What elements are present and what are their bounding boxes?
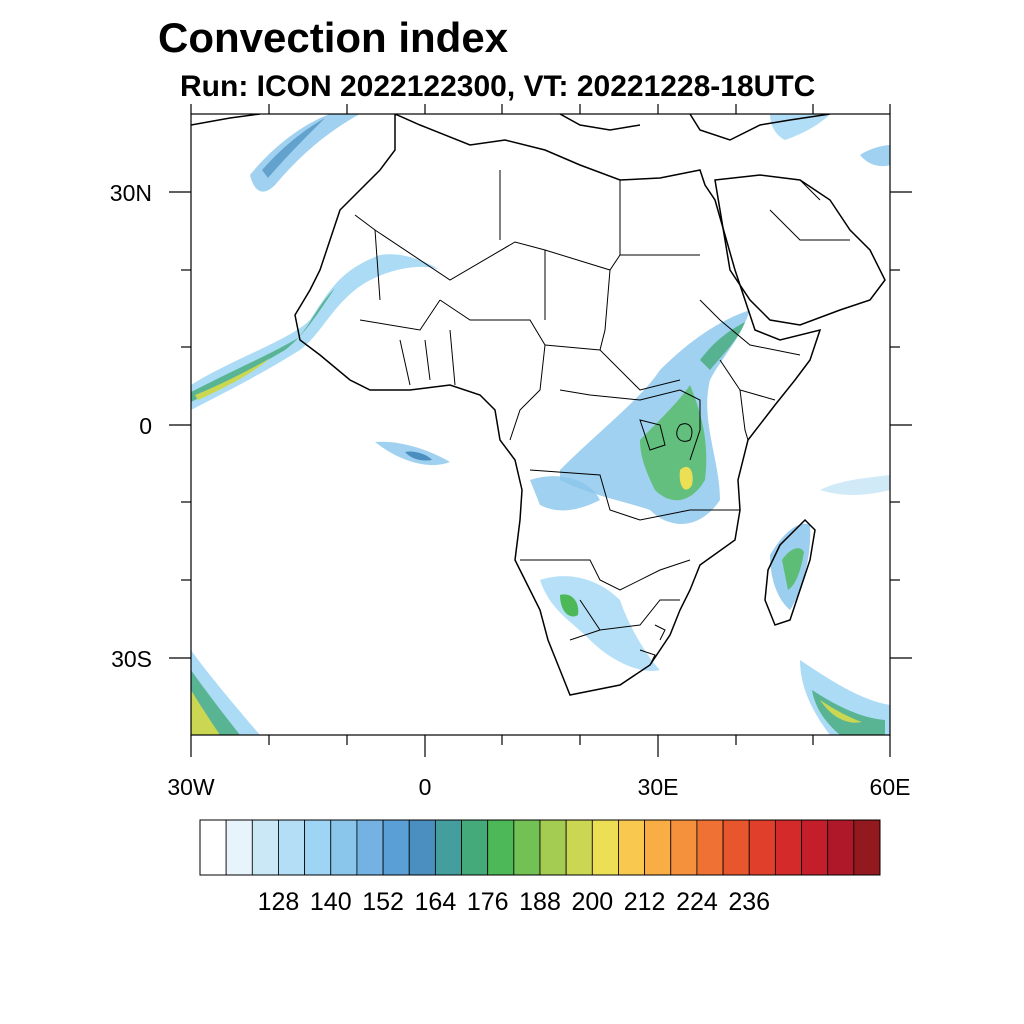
colorbar-swatch — [408, 819, 436, 876]
colorbar-swatch — [565, 819, 593, 876]
europe-coastline — [191, 114, 831, 141]
colorbar-outline — [199, 819, 881, 876]
colorbar-swatch — [330, 819, 358, 876]
colorbar-swatch — [748, 819, 776, 876]
colorbar-tick-label: 236 — [728, 888, 771, 916]
colorbar-swatch — [434, 819, 462, 876]
lat-label-30s: 30S — [111, 646, 152, 672]
colorbar-swatch — [827, 819, 855, 876]
colorbar-swatch — [461, 819, 489, 876]
lon-label-30w: 30W — [167, 774, 215, 800]
lat-label-30n: 30N — [109, 180, 152, 206]
colorbar-tick-label: 188 — [519, 888, 561, 916]
axis-ticks — [169, 104, 912, 757]
colorbar-swatch — [539, 819, 567, 876]
colorbar — [199, 819, 881, 876]
colorbar-swatch — [199, 819, 227, 876]
map-subtitle: Run: ICON 2022122300, VT: 20221228-18UTC — [180, 70, 816, 103]
convection-area-north-atlantic — [250, 114, 360, 192]
country-borders — [354, 170, 850, 666]
lon-label-0: 0 — [418, 774, 432, 800]
convection-field — [191, 114, 890, 735]
colorbar-swatch — [513, 819, 541, 876]
convection-area-indian-ocean — [800, 660, 890, 735]
lat-label-0: 0 — [139, 413, 152, 439]
colorbar-tick-label: 176 — [466, 888, 509, 916]
lon-label-60e: 60E — [869, 774, 911, 800]
map-frame — [190, 113, 891, 736]
colorbar-swatch — [356, 819, 384, 876]
convection-area-southern-africa — [530, 476, 600, 511]
colorbar-swatch — [382, 819, 410, 876]
coastlines — [191, 114, 886, 696]
colorbar-swatch — [722, 819, 750, 876]
colorbar-swatch — [801, 819, 829, 876]
colorbar-swatch — [670, 819, 698, 876]
colorbar-tick-label: 140 — [309, 888, 352, 916]
colorbar-tick-label: 152 — [362, 888, 404, 916]
colorbar-swatch — [487, 819, 515, 876]
colorbar-tick-label: 128 — [257, 888, 300, 916]
colorbar-swatch — [591, 819, 619, 876]
lon-label-30e: 30E — [637, 774, 679, 800]
colorbar-swatch — [225, 819, 253, 876]
colorbar-swatch — [618, 819, 646, 876]
colorbar-swatch — [304, 819, 332, 876]
arabia-coastline — [714, 174, 886, 326]
colorbar-tick-label: 224 — [676, 888, 718, 916]
colorbar-swatch — [278, 819, 306, 876]
map-title: Convection index — [158, 14, 509, 61]
colorbar-tick-label: 164 — [414, 888, 457, 916]
colorbar-swatch — [696, 819, 724, 876]
colorbar-tick-label: 212 — [623, 888, 666, 916]
colorbar-swatch — [644, 819, 672, 876]
convection-area-west-africa — [191, 254, 440, 410]
madagascar-coastline — [764, 518, 816, 626]
colorbar-swatch — [853, 819, 881, 876]
colorbar-swatch — [251, 819, 279, 876]
colorbar-tick-label: 200 — [571, 888, 614, 916]
colorbar-swatch — [774, 819, 802, 876]
